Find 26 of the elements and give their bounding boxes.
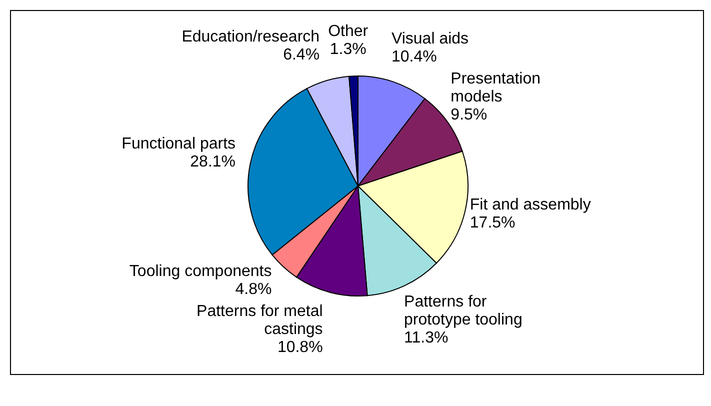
slice-label: Education/research xyxy=(182,28,320,46)
pie-slice xyxy=(358,76,426,186)
slice-label: Functional parts xyxy=(122,135,236,152)
pie-slice xyxy=(306,76,358,186)
pie-slice xyxy=(248,88,358,256)
slice-label: Visual aids xyxy=(391,30,469,48)
data-label: 9.5% xyxy=(450,106,488,124)
slice-label: Patterns for prototype tooling xyxy=(404,293,522,328)
pie-slice xyxy=(272,186,358,278)
data-label: 10.4% xyxy=(391,48,437,66)
data-label: 10.8% xyxy=(277,338,323,356)
slice-label: Fit and assembly xyxy=(470,196,591,214)
data-label: 4.8% xyxy=(235,280,272,298)
pie-slice xyxy=(348,76,358,186)
slice-label: Other xyxy=(328,22,369,40)
data-label: 28.1% xyxy=(190,153,236,170)
data-label: 6.4% xyxy=(283,46,320,64)
data-label: 11.3% xyxy=(404,329,448,346)
pie-slice xyxy=(358,150,468,264)
pie-slice xyxy=(296,186,368,296)
slice-label: Tooling components xyxy=(129,262,272,280)
slice-label: Presentation models xyxy=(450,70,541,106)
pie-slice xyxy=(358,186,437,296)
slice-label: Patterns for metal castings xyxy=(196,302,323,338)
data-label: 17.5% xyxy=(470,214,516,232)
data-label: 1.3% xyxy=(330,40,366,58)
